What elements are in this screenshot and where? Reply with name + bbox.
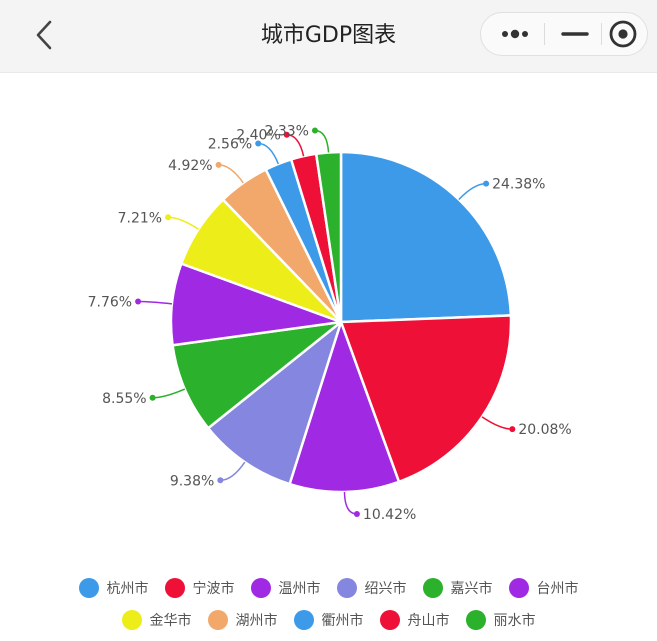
data-label-3: 9.38%: [170, 473, 214, 489]
legend-marker: [293, 610, 314, 630]
mini-program-capsule: [480, 12, 648, 56]
data-label-10: 2.33%: [264, 124, 308, 140]
legend-label: 台州市: [536, 581, 579, 597]
leader-dot-1: [509, 426, 516, 433]
legend-marker: [336, 578, 357, 598]
legend-marker: [508, 578, 529, 598]
leader-line-10: [314, 129, 330, 153]
leader-dot-8: [255, 140, 262, 147]
leader-dot-6: [165, 214, 172, 221]
legend-item-6[interactable]: 金华市: [121, 610, 192, 630]
legend-label: 杭州市: [106, 581, 149, 597]
legend: 杭州市 宁波市 温州市 绍兴市 嘉兴市 台州市 金华市 湖州市 衢州市 舟山市 丽水市: [0, 572, 657, 636]
leader-dot-3: [217, 477, 224, 484]
legend-label: 宁波市: [192, 581, 235, 597]
leader-line-0: [458, 182, 487, 201]
legend-label: 温州市: [278, 581, 321, 597]
data-label-0: 24.38%: [492, 177, 545, 193]
pie-slice-4[interactable]: [171, 320, 343, 430]
legend-item-10[interactable]: 丽水市: [465, 610, 536, 630]
legend-label: 绍兴市: [364, 581, 407, 597]
legend-marker: [379, 610, 400, 630]
legend-label: 金华市: [149, 613, 192, 629]
legend-marker: [78, 578, 99, 598]
legend-item-1[interactable]: 宁波市: [164, 578, 235, 598]
pie-slice-0[interactable]: [339, 150, 513, 324]
legend-marker: [250, 578, 271, 598]
legend-item-5[interactable]: 台州市: [508, 578, 579, 598]
leader-line-1: [481, 416, 513, 430]
leader-line-4: [152, 388, 186, 399]
data-label-1: 20.08%: [518, 422, 571, 438]
legend-item-3[interactable]: 绍兴市: [336, 578, 407, 598]
legend-item-7[interactable]: 湖州市: [207, 610, 278, 630]
legend-marker: [422, 578, 443, 598]
leader-line-8: [258, 142, 280, 165]
capsule-divider: [601, 23, 602, 45]
legend-item-9[interactable]: 舟山市: [379, 610, 450, 630]
leader-line-3: [220, 461, 246, 482]
pie-slice-10[interactable]: [314, 150, 343, 324]
pie-slice-2[interactable]: [288, 320, 401, 494]
back-arrow-icon[interactable]: [28, 18, 62, 52]
minimize-icon[interactable]: [549, 13, 601, 55]
leader-dot-0: [483, 180, 490, 187]
data-label-2: 10.42%: [363, 507, 416, 523]
legend-item-2[interactable]: 温州市: [250, 578, 321, 598]
pie-slice-3[interactable]: [206, 320, 343, 486]
close-target-icon[interactable]: [605, 13, 647, 55]
data-label-7: 4.92%: [168, 158, 212, 174]
legend-marker: [207, 610, 228, 630]
leader-dot-2: [353, 510, 360, 517]
legend-item-0[interactable]: 杭州市: [78, 578, 149, 598]
leader-line-5: [138, 300, 173, 305]
data-label-5: 7.76%: [88, 295, 132, 311]
leader-dot-4: [149, 394, 156, 401]
legend-row: 金华市 湖州市 衢州市 舟山市 丽水市: [0, 604, 657, 636]
page-title: 城市GDP图表: [260, 23, 397, 48]
pie-chart: 24.38% 20.08% 10.42% 9.38% 8.55% 7.76% 7.21% 4.…: [88, 124, 572, 523]
legend-label: 舟山市: [407, 613, 450, 629]
data-label-9: 2.40%: [236, 128, 280, 144]
nav-bar: 城市GDP图表: [0, 0, 657, 73]
data-label-6: 7.21%: [118, 210, 162, 226]
legend-marker: [164, 578, 185, 598]
legend-row: 杭州市 宁波市 温州市 绍兴市 嘉兴市 台州市: [0, 572, 657, 604]
data-label-8: 2.56%: [208, 137, 252, 153]
leader-line-7: [218, 164, 244, 184]
data-label-4: 8.55%: [102, 391, 146, 407]
legend-item-8[interactable]: 衢州市: [293, 610, 364, 630]
legend-label: 湖州市: [235, 613, 278, 629]
legend-marker: [121, 610, 142, 630]
legend-label: 丽水市: [493, 613, 536, 629]
leader-line-2: [343, 491, 357, 515]
leader-dot-7: [215, 161, 222, 168]
leader-dot-9: [283, 131, 290, 138]
legend-marker: [465, 610, 486, 630]
more-dots-icon[interactable]: [489, 13, 541, 55]
legend-label: 嘉兴市: [450, 581, 493, 597]
leader-line-6: [168, 216, 199, 230]
capsule-divider: [544, 23, 545, 45]
leader-dot-10: [311, 127, 318, 134]
legend-item-4[interactable]: 嘉兴市: [422, 578, 493, 598]
leader-dot-5: [135, 298, 142, 305]
legend-label: 衢州市: [321, 613, 364, 629]
